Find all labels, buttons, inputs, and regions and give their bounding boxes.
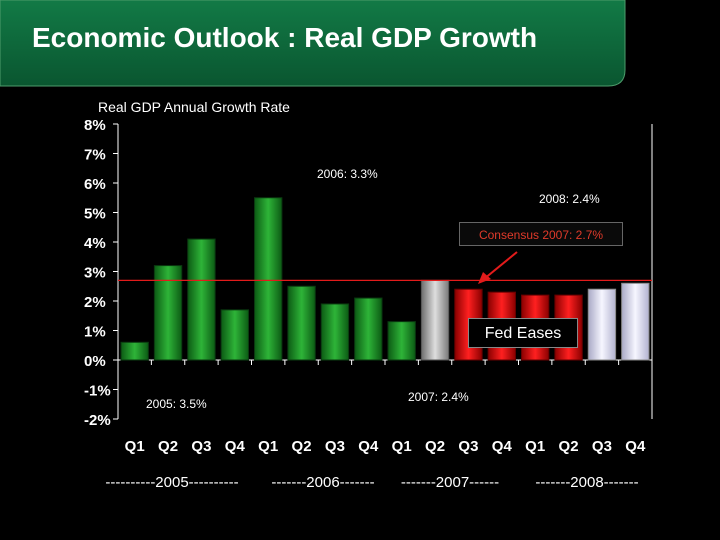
bar-green xyxy=(153,265,183,361)
y-tick-label: -1% xyxy=(84,383,111,400)
consensus-arrowhead xyxy=(478,272,491,284)
x-tick-label: Q1 xyxy=(125,438,145,455)
bar-green xyxy=(254,197,283,361)
y-tick-label: 7% xyxy=(84,147,106,164)
year-label-2005: ----------2005---------- xyxy=(105,474,239,491)
bar-lavender xyxy=(621,282,650,361)
x-tick-label: Q3 xyxy=(458,438,478,455)
chart-subtitle: Real GDP Annual Growth Rate xyxy=(98,99,290,115)
bar-green xyxy=(287,285,316,361)
x-tick-label: Q1 xyxy=(258,438,278,455)
y-tick-label: 5% xyxy=(84,206,106,223)
bar-gray xyxy=(420,279,450,361)
bar-lavender xyxy=(587,288,617,361)
x-tick-label: Q4 xyxy=(358,438,379,455)
y-tick-label: 4% xyxy=(84,235,106,252)
x-tick-label: Q2 xyxy=(559,438,579,455)
title-banner xyxy=(0,0,626,87)
annotation-2006: 2006: 3.3% xyxy=(317,167,378,181)
annotation-2005: 2005: 3.5% xyxy=(146,397,207,411)
consensus-label: Consensus 2007: 2.7% xyxy=(459,222,623,246)
x-tick-label: Q2 xyxy=(292,438,312,455)
annotation-2008: 2008: 2.4% xyxy=(539,192,600,206)
fed-eases-label: Fed Eases xyxy=(468,318,578,348)
y-tick-label: 0% xyxy=(84,353,106,370)
y-tick-label: -2% xyxy=(84,412,111,429)
y-tick-label: 6% xyxy=(84,176,106,193)
year-label-2006: -------2006------- xyxy=(271,474,375,491)
x-tick-label: Q4 xyxy=(225,438,246,455)
bar-green xyxy=(120,341,149,361)
x-tick-label: Q3 xyxy=(325,438,345,455)
y-tick-label: 3% xyxy=(84,265,106,282)
bar-green xyxy=(220,309,249,361)
x-tick-label: Q3 xyxy=(592,438,612,455)
y-tick-label: 8% xyxy=(84,117,106,134)
x-tick-label: Q2 xyxy=(425,438,445,455)
x-tick-label: Q2 xyxy=(158,438,178,455)
bar-green xyxy=(320,303,350,361)
x-tick-label: Q4 xyxy=(492,438,513,455)
x-tick-label: Q1 xyxy=(525,438,545,455)
year-label-2008: -------2008------- xyxy=(535,474,639,491)
x-tick-label: Q4 xyxy=(625,438,646,455)
y-tick-label: 2% xyxy=(84,294,106,311)
x-tick-label: Q1 xyxy=(392,438,412,455)
slide-title: Economic Outlook : Real GDP Growth xyxy=(32,22,538,53)
year-label-2007: -------2007------ xyxy=(400,474,500,491)
bar-green xyxy=(354,297,383,361)
annotation-2007: 2007: 2.4% xyxy=(408,390,469,404)
bar-green xyxy=(187,238,216,361)
x-tick-label: Q3 xyxy=(191,438,211,455)
bar-green xyxy=(387,321,416,361)
consensus-arrow xyxy=(483,251,518,280)
y-tick-label: 1% xyxy=(84,324,106,341)
